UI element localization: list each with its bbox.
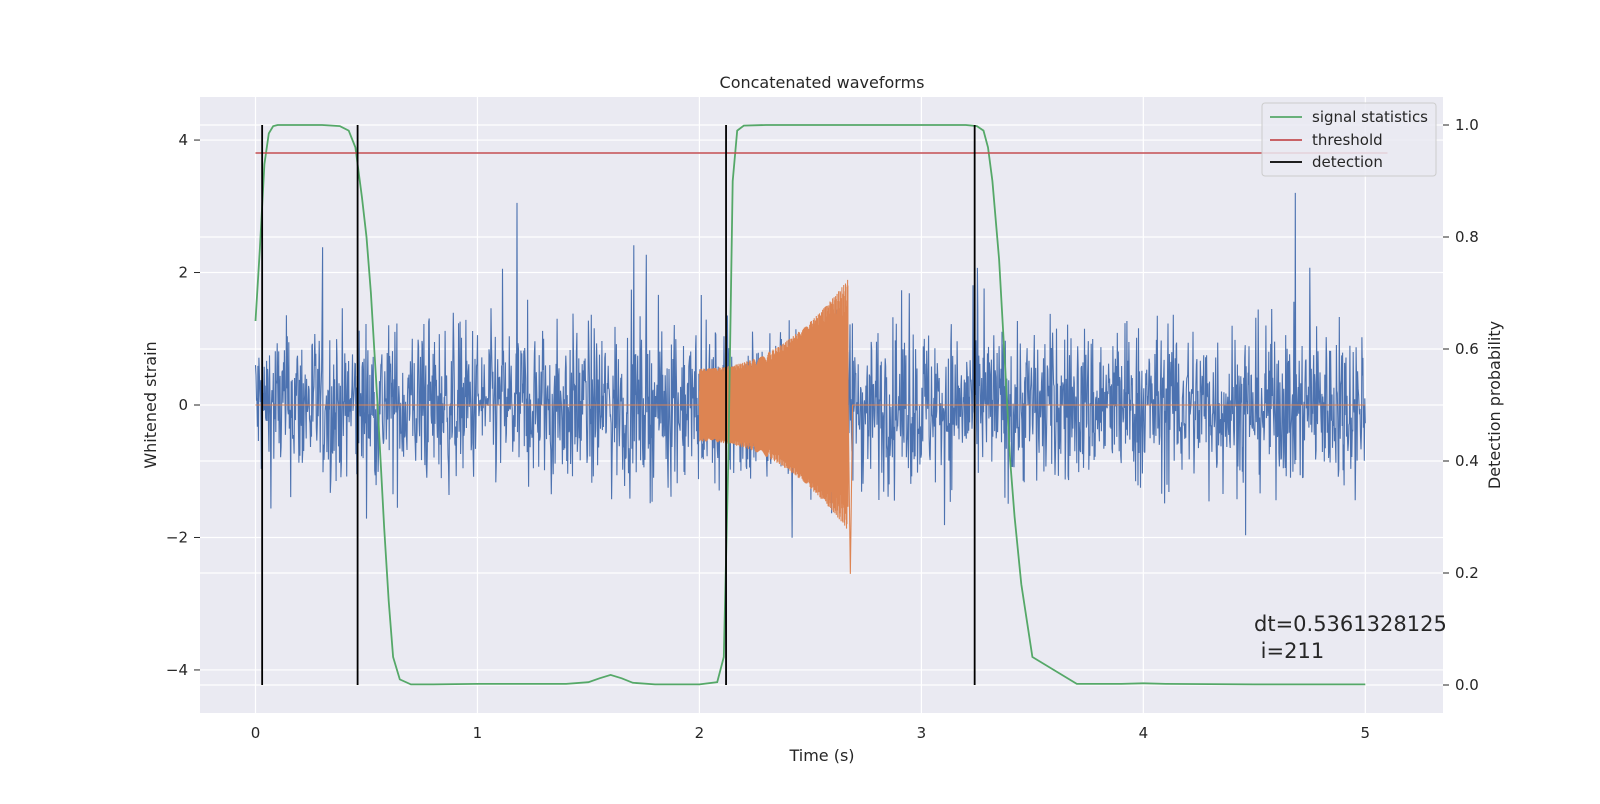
y-tick-label: 0: [178, 396, 188, 414]
detection-lines: [261, 125, 976, 685]
x-tick-label: 4: [1139, 724, 1149, 742]
x-tick-label: 3: [917, 724, 927, 742]
y-right-tick-label: 0.8: [1455, 228, 1479, 246]
annotation: dt=0.5361328125 i=211: [1254, 612, 1447, 663]
legend-item: detection: [1270, 153, 1383, 171]
chirp-line: [255, 279, 1366, 574]
x-tick-label: 5: [1361, 724, 1371, 742]
x-tick-label: 0: [251, 724, 261, 742]
y-axis-title: Whitened strain: [141, 341, 160, 468]
legend-item: signal statistics: [1270, 108, 1428, 126]
legend-label-signal-statistics: signal statistics: [1312, 108, 1428, 126]
annotation-index: i=211: [1254, 639, 1324, 663]
y-right-tick-label: 0.0: [1455, 676, 1479, 694]
x-tick-label: 2: [695, 724, 705, 742]
legend: signal statistics threshold detection: [1261, 102, 1437, 177]
y-right-tick-label: 0.4: [1455, 452, 1479, 470]
y-right-tick-label: 0.2: [1455, 564, 1479, 582]
x-axis-title: Time (s): [788, 746, 854, 765]
y-right-tick-label: 0.6: [1455, 340, 1479, 358]
y-tick-label: −2: [166, 528, 188, 546]
annotation-dt: dt=0.5361328125: [1254, 612, 1447, 636]
series-signal-statistics: [254, 124, 1366, 686]
y-axis-ticks: −4 −2 0 2 4: [166, 131, 200, 679]
series-chirp: [255, 279, 1366, 574]
legend-label-detection: detection: [1312, 153, 1383, 171]
y-tick-label: −4: [166, 661, 188, 679]
legend-box: [1261, 102, 1437, 177]
legend-item: threshold: [1270, 131, 1383, 149]
signal-statistics-line: [254, 124, 1366, 686]
y-tick-label: 2: [178, 264, 188, 282]
chart-title: Concatenated waveforms: [720, 73, 925, 92]
y-right-tick-label: 1.0: [1455, 116, 1479, 134]
x-axis-ticks: 0 1 2 3 4 5: [251, 724, 1370, 742]
y-tick-label: 4: [178, 131, 188, 149]
y-right-axis-ticks: 0.0 0.2 0.4 0.6 0.8 1.0: [1443, 116, 1479, 694]
y-right-axis-title: Detection probability: [1485, 321, 1504, 489]
legend-label-threshold: threshold: [1312, 131, 1383, 149]
x-tick-label: 1: [473, 724, 483, 742]
